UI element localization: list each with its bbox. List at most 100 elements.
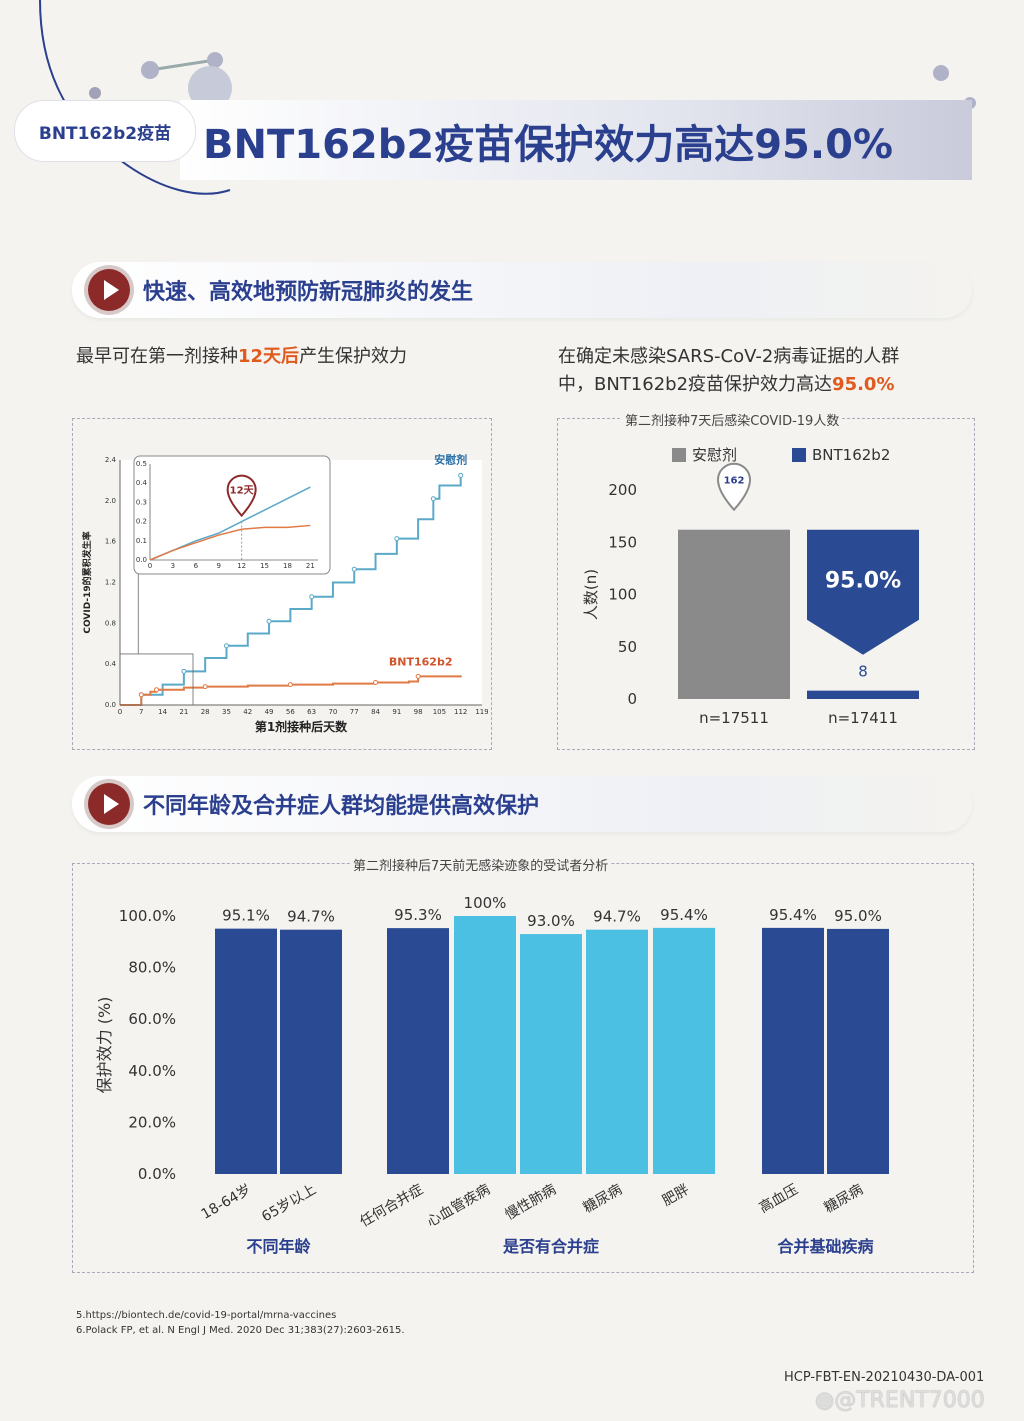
inset-y-tick-label: 0.0 — [136, 556, 147, 564]
x-tick-label: 0 — [118, 708, 122, 716]
x-tick-label: 肥胖 — [660, 1182, 692, 1210]
y-tick-label: 50 — [618, 638, 637, 656]
value-label: 8 — [858, 663, 868, 681]
right-text-highlight: 95.0% — [832, 374, 895, 395]
product-tag-label: BNT162b2疫苗 — [38, 123, 172, 144]
y-tick-label: 0 — [627, 690, 637, 708]
value-label: 95.1% — [222, 907, 270, 925]
x-tick-label: 28 — [201, 708, 210, 716]
inset-x-tick-label: 12 — [237, 562, 246, 570]
play-icon — [88, 269, 130, 311]
infection-count-chart: 安慰剂 BNT162b2 200 150 100 50 0 人数(n) n=17511 n=174… — [582, 446, 919, 727]
value-label: 162 — [724, 476, 745, 487]
x-tick-label: 63 — [307, 708, 316, 716]
annotation-pin — [226, 474, 257, 518]
series-point — [373, 680, 379, 686]
series-point — [266, 618, 272, 624]
right-description-line2: 中，BNT162b2疫苗保护效力高达95.0% — [558, 370, 895, 396]
x-tick-label: 21 — [179, 708, 188, 716]
section2-bar — [72, 776, 972, 832]
value-label: 95.3% — [394, 906, 442, 924]
y-tick-label: 2.0 — [105, 497, 116, 505]
inset-x-tick-label: 18 — [283, 562, 292, 570]
group-label: 不同年龄 — [246, 1237, 311, 1256]
y-tick-label: 100.0% — [119, 907, 176, 925]
y-tick-label: 80.0% — [128, 959, 176, 977]
x-tick-label: 84 — [371, 708, 380, 716]
value-pin — [716, 462, 752, 512]
series-point — [202, 684, 208, 690]
x-tick-label: 糖尿病 — [581, 1182, 625, 1217]
y-tick-label: 1.2 — [105, 579, 116, 587]
bar — [586, 929, 648, 1174]
x-tick-label: 14 — [158, 708, 167, 716]
y-axis-label: COVID-19的累积发生率 — [81, 531, 93, 633]
bar — [827, 928, 889, 1174]
inset-y-tick-label: 0.4 — [136, 479, 148, 487]
inset-x-tick-label: 6 — [194, 562, 199, 570]
section1-bar — [72, 262, 972, 318]
document-code: HCP-FBT-EN-20210430-DA-001 — [784, 1370, 985, 1385]
x-tick-label: 35 — [222, 708, 231, 716]
inset-x-tick-label: 15 — [260, 562, 269, 570]
inset-y-tick-label: 0.2 — [136, 518, 147, 526]
x-tick-label: 49 — [265, 708, 274, 716]
x-tick-label: 65岁以上 — [259, 1182, 319, 1226]
y-tick-label: 100 — [608, 586, 637, 604]
weibo-icon: ◉ — [815, 1388, 835, 1413]
series-point — [430, 496, 436, 502]
series-point — [154, 687, 160, 693]
inset-vaccine-line — [149, 524, 311, 561]
left-description: 最早可在第一剂接种12天后产生保护效力 — [76, 342, 407, 368]
reduction-arrow — [807, 529, 919, 655]
inset-panel — [133, 455, 331, 575]
y-tick-label: 60.0% — [128, 1010, 176, 1028]
series-point — [351, 566, 357, 572]
series-point — [138, 692, 144, 698]
series-label: 安慰剂 — [434, 452, 467, 466]
x-tick-label: 心血管疾病 — [424, 1182, 493, 1231]
series-point — [223, 643, 229, 649]
x-tick-label: 98 — [414, 708, 423, 716]
x-tick-label: 91 — [392, 708, 401, 716]
x-tick-label: 42 — [243, 708, 252, 716]
bar — [215, 928, 277, 1174]
bar-chart1-title: 第二剂接种7天后感染COVID-19人数 — [622, 410, 843, 429]
zoom-region — [119, 653, 194, 706]
line-chart-box — [72, 418, 492, 750]
series-point — [415, 673, 421, 679]
x-tick-label: 任何合并症 — [357, 1182, 426, 1231]
bar — [678, 529, 790, 699]
value-label: 95.0% — [834, 907, 882, 925]
legend-label: 安慰剂 — [692, 446, 737, 464]
reference-6: 6.Polack FP, et al. N Engl J Med. 2020 D… — [76, 1325, 405, 1336]
watermark-text: @TRENT7000 — [834, 1388, 985, 1413]
section2-title: 不同年龄及合并症人群均能提供高效保护 — [143, 794, 540, 819]
y-axis-label: 人数(n) — [582, 569, 600, 620]
x-axis-label: 第1剂接种后天数 — [255, 719, 348, 734]
bar-chart2-title: 第二剂接种后7天前无感染迹象的受试者分析 — [350, 855, 612, 874]
right-description-line1: 在确定未感染SARS-CoV-2病毒证据的人群 — [558, 346, 900, 367]
legend-label: BNT162b2 — [812, 446, 890, 464]
y-tick-label: 200 — [608, 481, 637, 499]
bar — [520, 934, 582, 1174]
series-point — [309, 594, 315, 600]
series-point — [458, 472, 464, 478]
x-tick-label: 56 — [286, 708, 295, 716]
value-label: 100% — [464, 894, 507, 912]
bar-group — [678, 529, 790, 699]
y-tick-label: 150 — [608, 533, 637, 551]
reference-5: 5.https://biontech.de/covid-19-portal/mr… — [76, 1310, 337, 1321]
bar — [807, 690, 919, 699]
value-label: 94.7% — [287, 908, 335, 926]
y-tick-label: 20.0% — [128, 1113, 176, 1131]
inset-y-tick-label: 0.5 — [136, 460, 147, 468]
value-label: 94.7% — [593, 908, 641, 926]
group-label: 合并基础疾病 — [777, 1237, 873, 1256]
y-tick-label: 0.0% — [138, 1165, 176, 1183]
bar — [653, 927, 715, 1174]
play-icon — [88, 783, 130, 825]
left-text-post: 产生保护效力 — [299, 346, 408, 367]
annotation-label: 12天 — [230, 485, 255, 497]
x-tick-label: 18-64岁 — [199, 1182, 254, 1223]
